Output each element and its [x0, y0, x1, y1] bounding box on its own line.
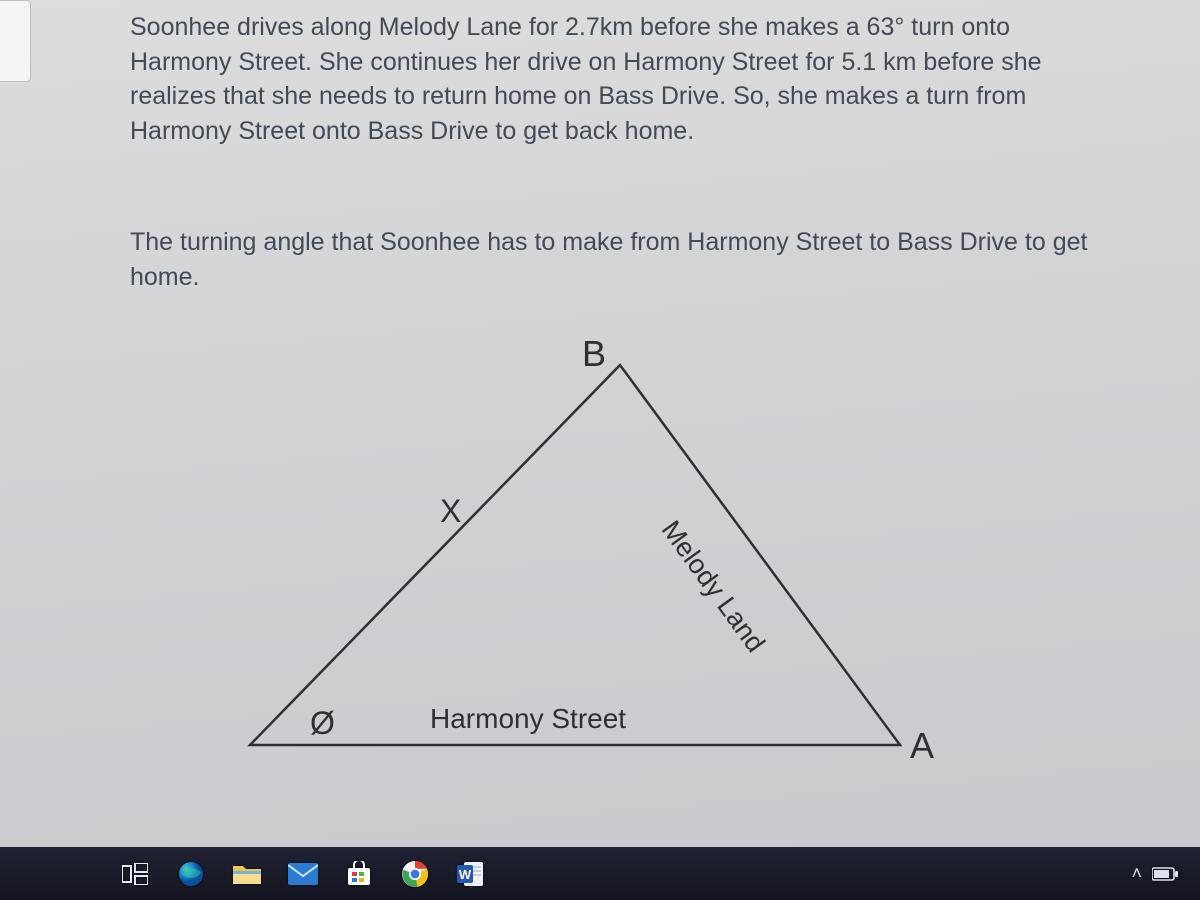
- word-icon[interactable]: W: [456, 859, 486, 889]
- left-panel-clip: [0, 0, 31, 82]
- vertex-o-label: Ø: [310, 705, 335, 742]
- side-x-label: X: [440, 493, 461, 530]
- chrome-icon[interactable]: [400, 859, 430, 889]
- vertex-b-label: B: [582, 333, 606, 375]
- vertex-a-label: A: [910, 725, 934, 767]
- problem-paragraph: Soonhee drives along Melody Lane for 2.7…: [130, 10, 1100, 148]
- battery-icon[interactable]: [1152, 866, 1178, 882]
- problem-question: The turning angle that Soonhee has to ma…: [130, 225, 1100, 294]
- store-icon[interactable]: [344, 859, 374, 889]
- mail-icon[interactable]: [288, 859, 318, 889]
- triangle-shape: [250, 365, 900, 745]
- task-view-icon[interactable]: [120, 859, 150, 889]
- windows-taskbar[interactable]: W ˄: [0, 847, 1200, 900]
- content-area: Soonhee drives along Melody Lane for 2.7…: [0, 0, 1200, 847]
- tray-chevron-icon[interactable]: ˄: [1131, 863, 1142, 884]
- triangle-diagram: B A Ø X Harmony Street Melody Land: [170, 345, 1050, 825]
- side-harmony-label: Harmony Street: [430, 703, 626, 735]
- system-tray[interactable]: ˄: [1131, 863, 1188, 884]
- file-explorer-icon[interactable]: [232, 859, 262, 889]
- svg-text:W: W: [459, 867, 472, 882]
- edge-icon[interactable]: [176, 859, 206, 889]
